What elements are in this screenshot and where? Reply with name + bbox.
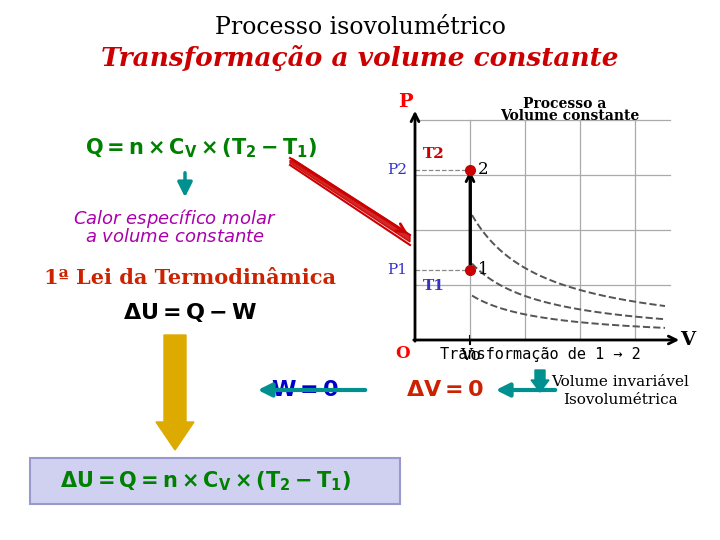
Text: $\mathbf{Q = n \times C_V \times (T_2 - T_1)}$: $\mathbf{Q = n \times C_V \times (T_2 - … (85, 136, 318, 160)
Text: Vo: Vo (459, 348, 480, 364)
Text: 1ª Lei da Termodinâmica: 1ª Lei da Termodinâmica (44, 268, 336, 288)
Polygon shape (290, 160, 410, 242)
Text: Volume invariável: Volume invariável (551, 375, 689, 389)
Text: P2: P2 (387, 163, 407, 177)
Text: O: O (396, 346, 410, 362)
Text: T2: T2 (423, 147, 445, 161)
Text: Volume constante: Volume constante (500, 109, 639, 123)
Text: $\mathit{Calor\ específico\ molar}$: $\mathit{Calor\ específico\ molar}$ (73, 206, 277, 230)
Text: $\mathit{a\ volume\ constante}$: $\mathit{a\ volume\ constante}$ (85, 228, 265, 246)
Text: $\mathbf{W = 0}$: $\mathbf{W = 0}$ (271, 380, 339, 400)
FancyArrow shape (531, 370, 549, 392)
Text: V: V (680, 331, 696, 349)
Text: $\mathbf{\Delta U = Q = n \times C_V \times (T_2 - T_1)}$: $\mathbf{\Delta U = Q = n \times C_V \ti… (60, 469, 351, 493)
Text: Transformação de 1 → 2: Transformação de 1 → 2 (440, 348, 640, 362)
FancyArrow shape (156, 335, 194, 450)
Text: Processo a: Processo a (523, 97, 607, 111)
Text: Processo isovolumétrico: Processo isovolumétrico (215, 17, 505, 39)
Text: P1: P1 (387, 263, 407, 277)
Bar (30, 458, 400, 504)
Text: Transformação a volume constante: Transformação a volume constante (102, 45, 618, 71)
Text: P: P (397, 93, 413, 111)
Text: $\mathbf{\Delta V = 0}$: $\mathbf{\Delta V = 0}$ (406, 380, 484, 400)
Text: $\mathbf{\Delta U = Q - W}$: $\mathbf{\Delta U = Q - W}$ (122, 300, 257, 323)
Text: 2: 2 (478, 161, 489, 179)
Text: Isovolumétrica: Isovolumétrica (563, 393, 678, 407)
Text: 1: 1 (478, 261, 489, 279)
Text: T1: T1 (423, 279, 445, 293)
